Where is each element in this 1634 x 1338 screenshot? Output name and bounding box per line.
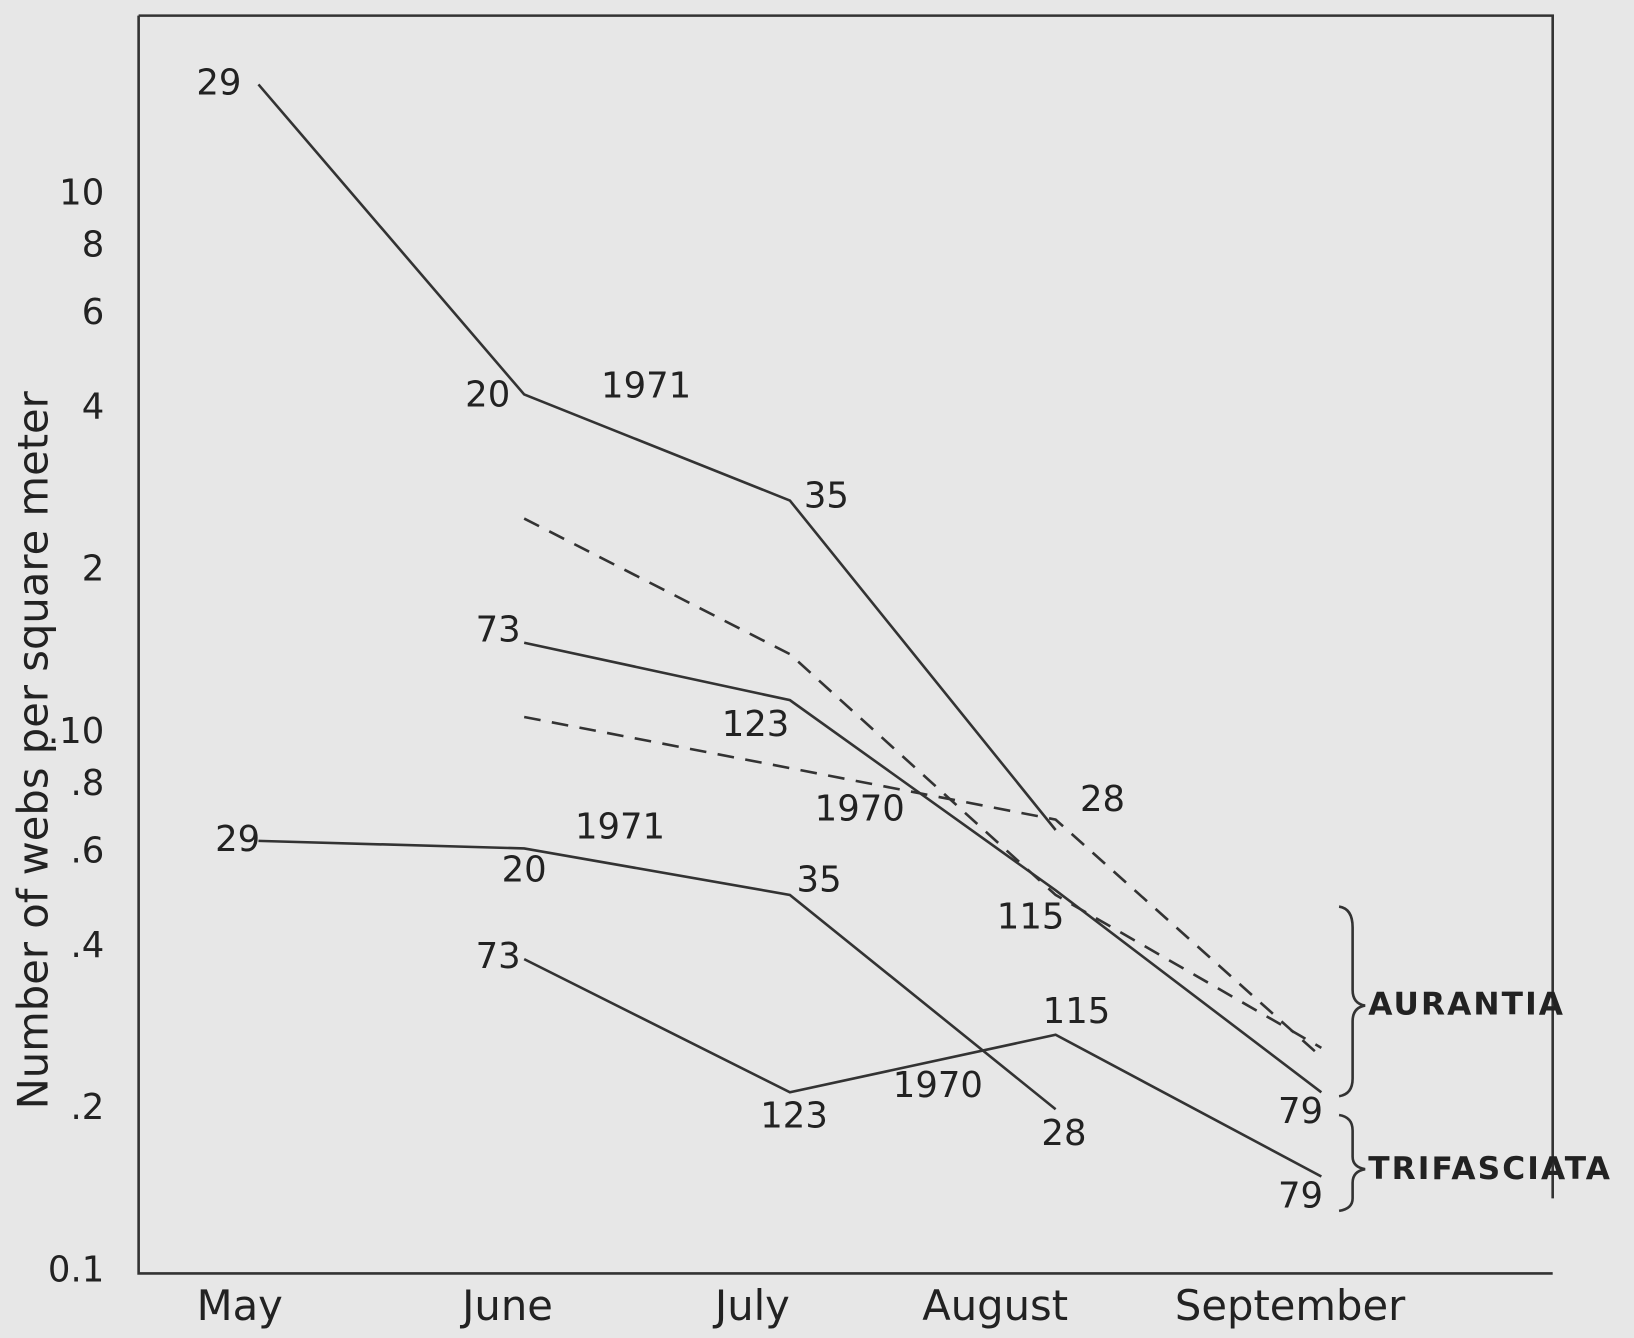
y-tick-label: .8	[70, 763, 104, 804]
group-label: AURANTIA	[1368, 987, 1565, 1023]
series-line	[523, 715, 1323, 1059]
point-label: 115	[997, 896, 1065, 937]
y-tick-label: 4	[82, 387, 105, 428]
series-name: 1971	[575, 806, 665, 847]
point-label: 28	[1041, 1113, 1086, 1154]
group-label: TRIFASCIATA	[1368, 1151, 1612, 1187]
x-tick-label: May	[197, 1281, 283, 1330]
x-tick-label: July	[712, 1281, 790, 1330]
x-tick-label: June	[459, 1281, 553, 1330]
point-label: 73	[476, 936, 521, 977]
point-label: 123	[722, 704, 790, 745]
y-tick-label: 8	[82, 225, 105, 266]
point-label: 79	[1278, 1091, 1323, 1132]
series-line	[523, 641, 1323, 1094]
brace	[1338, 1113, 1366, 1213]
series-line	[258, 839, 1057, 1111]
y-tick-label: .2	[70, 1087, 104, 1128]
y-tick-label: 6	[82, 292, 105, 333]
point-label: 35	[804, 475, 849, 516]
y-tick-label: 10	[59, 172, 104, 213]
point-label: 20	[465, 375, 510, 416]
point-label: 73	[476, 609, 521, 650]
series-line	[523, 517, 1323, 1049]
point-label: 29	[196, 62, 241, 103]
point-label: 115	[1043, 991, 1111, 1032]
series-name: 1971	[601, 366, 691, 407]
series-name: 1970	[893, 1065, 983, 1106]
point-label: 79	[1278, 1175, 1323, 1216]
y-tick-label: .4	[70, 925, 104, 966]
series-line	[523, 957, 1322, 1178]
y-axis-label: Number of webs per square meter	[9, 390, 58, 1109]
series-name: 1970	[815, 789, 905, 830]
point-label: 28	[1080, 779, 1125, 820]
x-tick-label: August	[922, 1281, 1068, 1330]
y-tick-label: .6	[70, 830, 104, 871]
x-tick-label: September	[1175, 1281, 1406, 1330]
series-line	[257, 83, 1057, 831]
brace	[1338, 905, 1366, 1098]
point-label: 123	[760, 1095, 828, 1136]
y-tick-label: .10	[48, 711, 104, 752]
point-label: 35	[797, 859, 842, 900]
y-tick-label: 0.1	[48, 1249, 104, 1290]
point-label: 20	[502, 849, 547, 890]
axes-frame	[137, 14, 1554, 1275]
point-label: 29	[215, 819, 260, 860]
y-tick-label: 2	[82, 549, 105, 590]
